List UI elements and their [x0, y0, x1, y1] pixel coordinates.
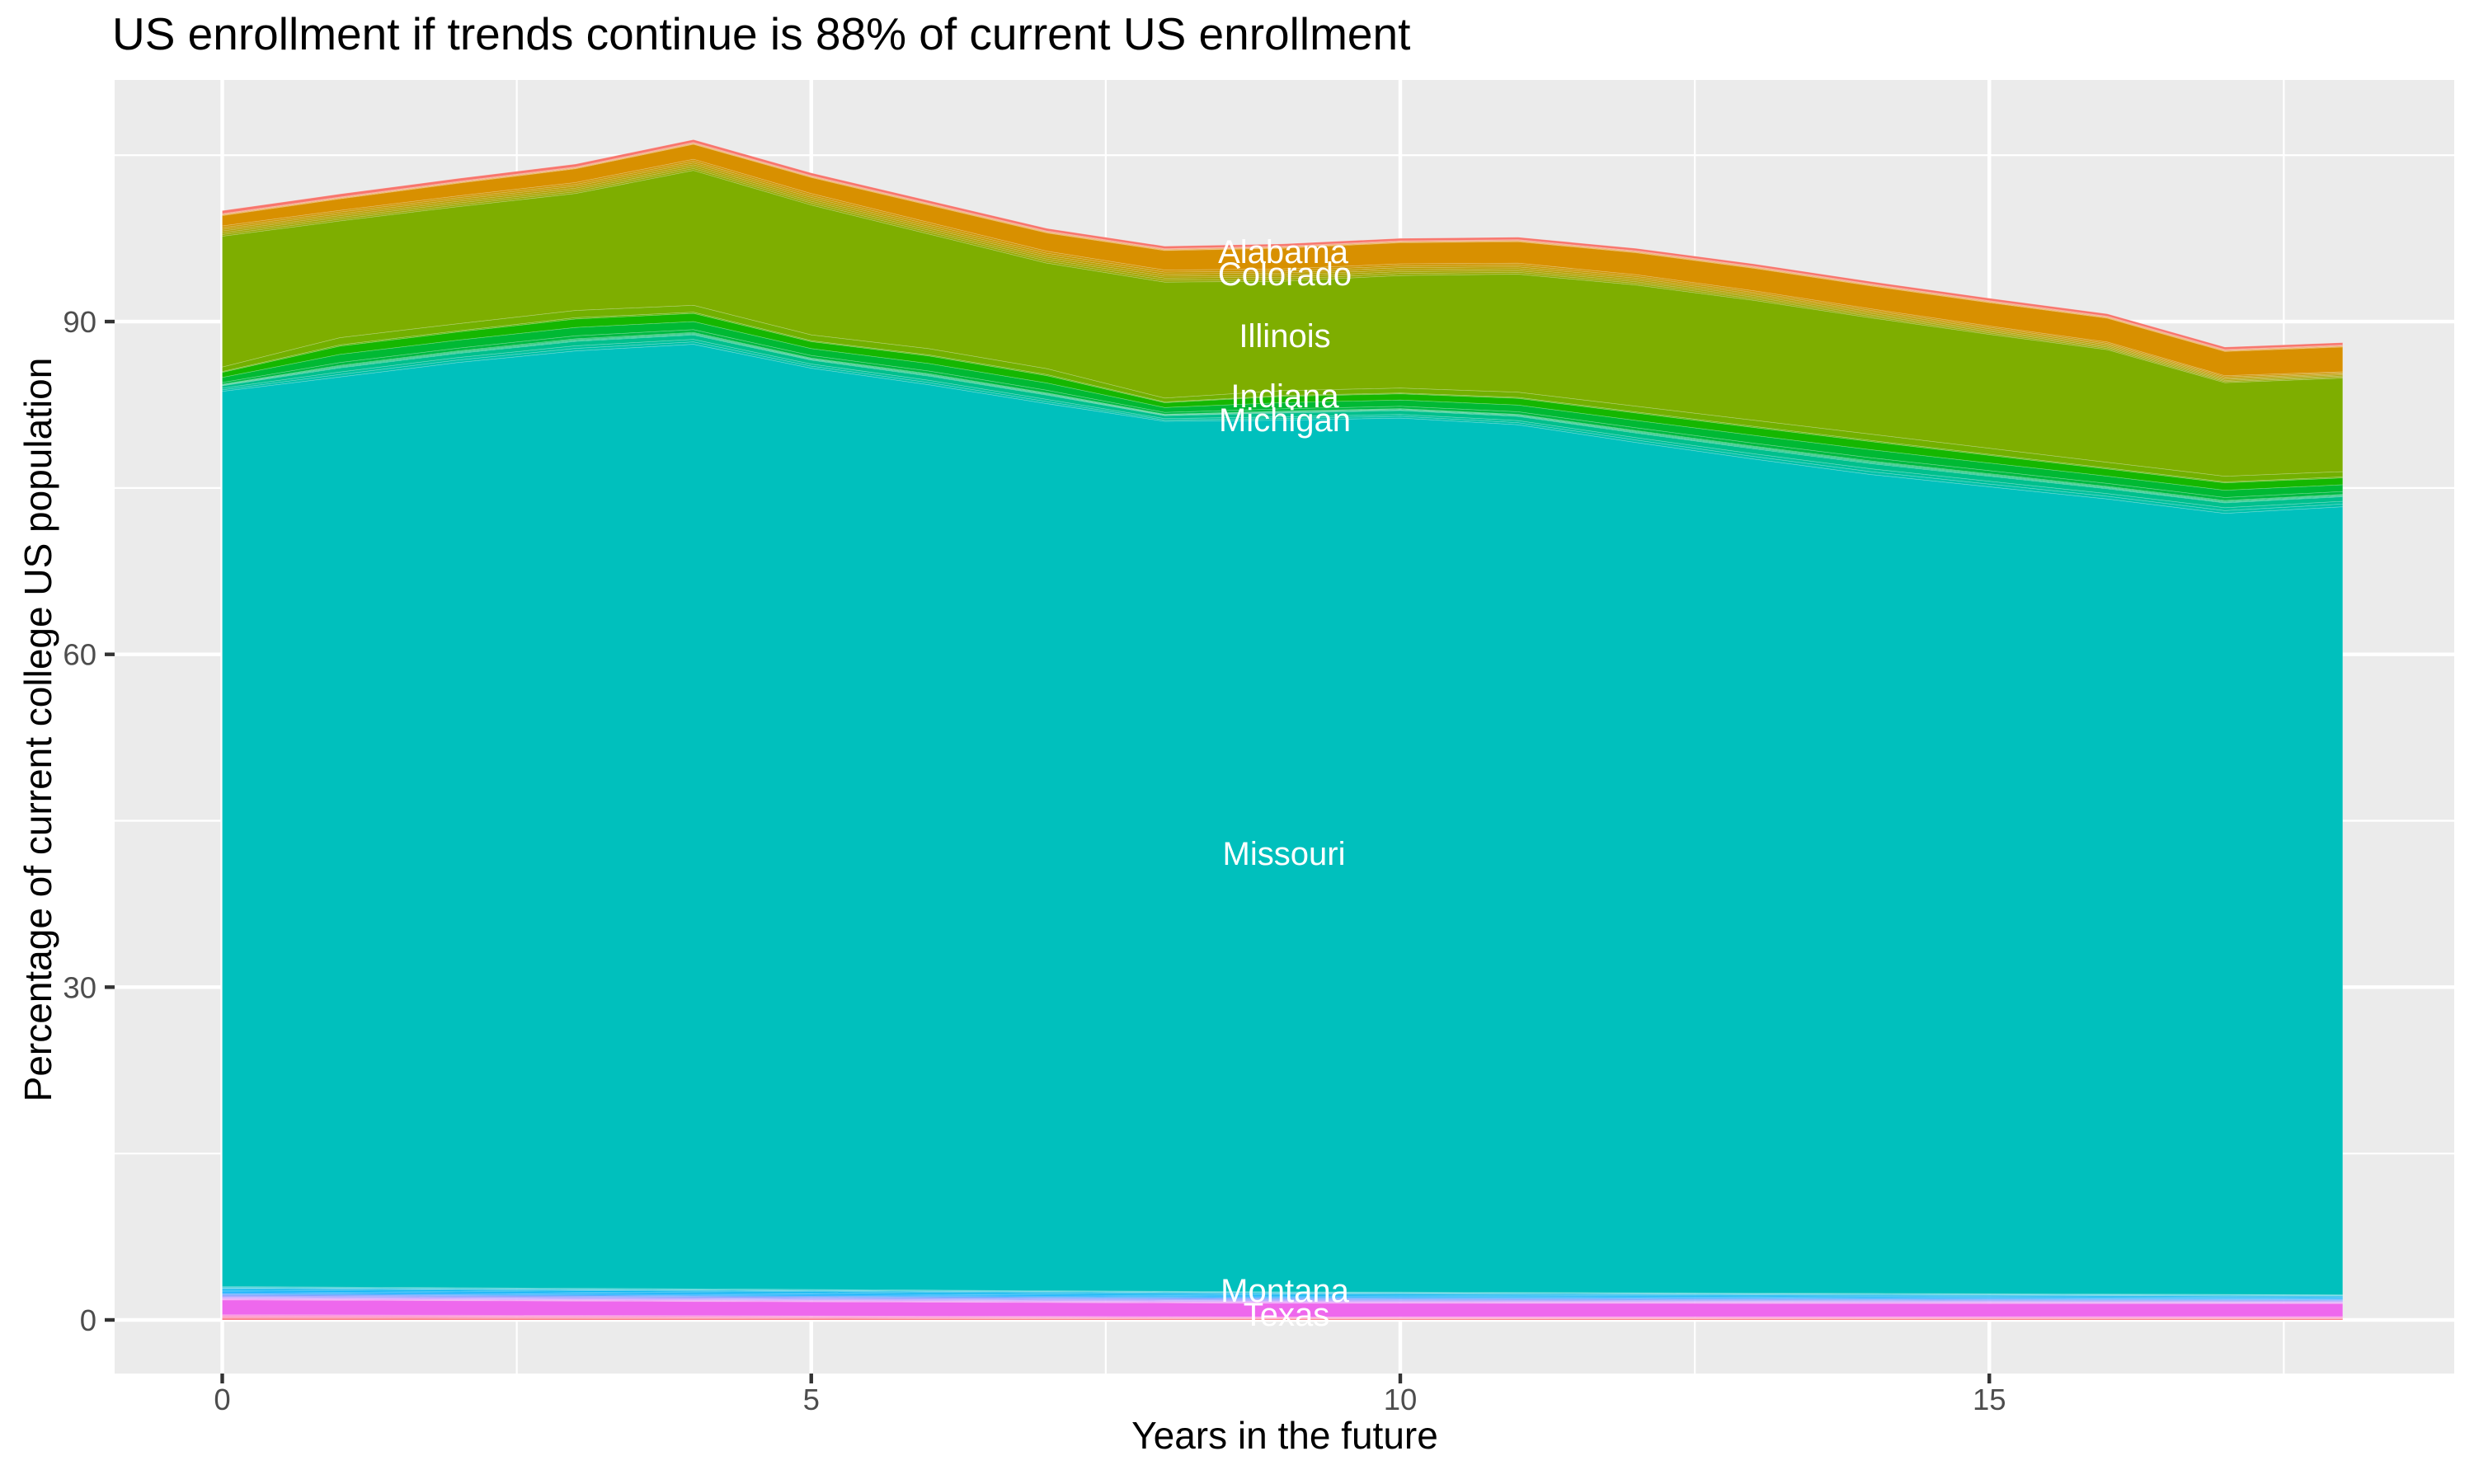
- svg-text:Illinois: Illinois: [1239, 318, 1330, 355]
- svg-text:Texas: Texas: [1244, 1297, 1330, 1333]
- svg-text:90: 90: [63, 305, 96, 339]
- svg-text:Years in the future: Years in the future: [1131, 1414, 1438, 1457]
- svg-text:Michigan: Michigan: [1219, 402, 1351, 439]
- svg-text:Montana: Montana: [1221, 1273, 1349, 1309]
- svg-text:Missouri: Missouri: [1223, 836, 1346, 872]
- svg-text:Percentage of current college: Percentage of current college US populat…: [16, 358, 59, 1102]
- svg-text:5: 5: [803, 1383, 820, 1416]
- svg-text:15: 15: [1973, 1383, 2006, 1416]
- svg-text:30: 30: [63, 970, 96, 1004]
- svg-text:0: 0: [80, 1303, 96, 1337]
- svg-text:US enrollment if trends contin: US enrollment if trends continue is 88% …: [112, 8, 1410, 59]
- svg-text:10: 10: [1384, 1383, 1418, 1416]
- svg-text:Indiana: Indiana: [1230, 378, 1339, 415]
- svg-text:60: 60: [63, 638, 96, 672]
- svg-text:0: 0: [214, 1383, 230, 1416]
- svg-text:Colorado: Colorado: [1218, 256, 1352, 293]
- svg-text:Alabama: Alabama: [1218, 234, 1349, 270]
